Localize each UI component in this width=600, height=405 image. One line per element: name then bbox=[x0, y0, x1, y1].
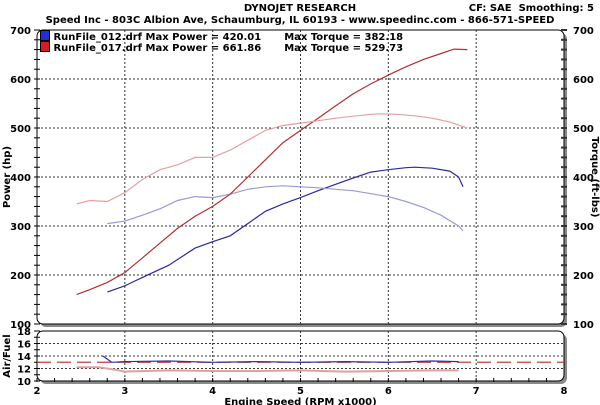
curve-0 bbox=[107, 166, 464, 293]
curve-2 bbox=[76, 48, 468, 296]
legend-file: RunFile_012.drf bbox=[53, 32, 143, 43]
legend-max-power: Max Power = 661.86 bbox=[145, 43, 262, 54]
afr-curve-0 bbox=[102, 355, 459, 363]
svg-text:200: 200 bbox=[10, 271, 31, 282]
svg-text:16: 16 bbox=[17, 340, 31, 351]
grid-lines bbox=[37, 30, 564, 381]
svg-text:300: 300 bbox=[10, 222, 31, 233]
svg-text:10: 10 bbox=[17, 377, 31, 388]
cf-label: CF: SAE bbox=[468, 3, 512, 14]
svg-text:200: 200 bbox=[573, 271, 594, 282]
legend-max-torque: Max Torque = 529.73 bbox=[284, 43, 404, 54]
svg-text:3: 3 bbox=[121, 386, 128, 397]
svg-text:500: 500 bbox=[573, 124, 594, 135]
svg-text:14: 14 bbox=[17, 352, 31, 363]
svg-text:12: 12 bbox=[17, 365, 31, 376]
afr-curve-1 bbox=[76, 366, 459, 373]
chart-title: DYNOJET RESEARCH bbox=[243, 3, 357, 14]
data-curves bbox=[37, 48, 564, 373]
svg-text:7: 7 bbox=[473, 386, 480, 397]
smoothing-label: Smoothing: 5 bbox=[518, 3, 594, 14]
svg-text:6: 6 bbox=[385, 386, 392, 397]
svg-text:8: 8 bbox=[561, 386, 568, 397]
svg-text:400: 400 bbox=[10, 173, 31, 184]
axis-ticks bbox=[34, 29, 567, 382]
svg-text:Torque (ft-lbs): Torque (ft-lbs) bbox=[589, 137, 600, 218]
svg-text:100: 100 bbox=[10, 320, 31, 331]
chart-subtitle: Speed Inc - 803C Albion Ave, Schaumburg,… bbox=[45, 15, 555, 26]
svg-text:500: 500 bbox=[10, 124, 31, 135]
svg-text:18: 18 bbox=[17, 327, 31, 338]
svg-text:700: 700 bbox=[10, 26, 31, 37]
legend-row-012: RunFile_012.drf Max Power = 420.01 Max T… bbox=[40, 30, 403, 43]
svg-text:5: 5 bbox=[297, 386, 304, 397]
legend-row-017: RunFile_017.drf Max Power = 661.86 Max T… bbox=[40, 41, 403, 54]
svg-text:100: 100 bbox=[573, 320, 594, 331]
svg-text:4: 4 bbox=[209, 386, 216, 397]
svg-text:700: 700 bbox=[573, 26, 594, 37]
svg-text:300: 300 bbox=[573, 222, 594, 233]
legend-file: RunFile_017.drf bbox=[53, 43, 143, 54]
legend-swatch-blue bbox=[40, 30, 50, 41]
svg-text:600: 600 bbox=[10, 75, 31, 86]
svg-text:2: 2 bbox=[34, 386, 41, 397]
svg-text:Power (hp): Power (hp) bbox=[2, 146, 13, 208]
legend-max-power: Max Power = 420.01 bbox=[145, 32, 262, 43]
curve-3 bbox=[76, 113, 468, 205]
correction-settings: CF: SAE Smoothing: 5 bbox=[469, 3, 594, 14]
svg-text:400: 400 bbox=[573, 173, 594, 184]
plot-frames bbox=[36, 29, 567, 384]
svg-text:Air/Fuel: Air/Fuel bbox=[2, 334, 13, 377]
svg-text:Engine Speed (RPM x1000): Engine Speed (RPM x1000) bbox=[224, 397, 376, 405]
legend-max-torque: Max Torque = 382.18 bbox=[284, 32, 404, 43]
curve-1 bbox=[107, 185, 464, 232]
svg-text:600: 600 bbox=[573, 75, 594, 86]
legend-swatch-red bbox=[40, 41, 50, 52]
